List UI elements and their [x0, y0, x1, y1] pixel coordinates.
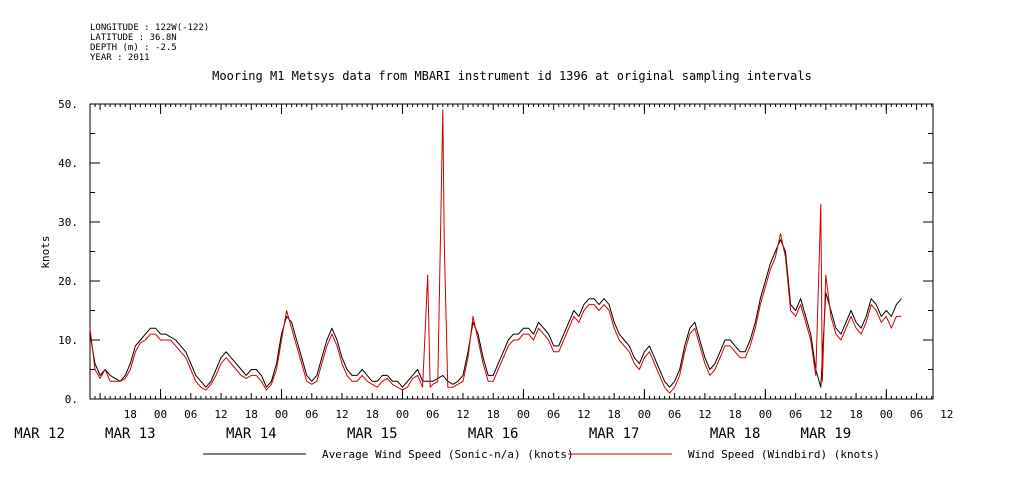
x-hour-label: 00	[275, 408, 288, 421]
x-hour-label: 18	[366, 408, 379, 421]
x-hour-label: 18	[245, 408, 258, 421]
header-metadata: LONGITUDE : 122W(-122) LATITUDE : 36.8N …	[90, 23, 209, 63]
x-hour-label: 12	[819, 408, 832, 421]
meta-latitude: LATITUDE : 36.8N	[90, 33, 177, 43]
x-hour-label: 00	[759, 408, 772, 421]
x-hour-label: 00	[638, 408, 651, 421]
y-tick-label: 50.	[58, 98, 78, 111]
x-hour-label: 00	[396, 408, 409, 421]
y-tick-label: 30.	[58, 216, 78, 229]
x-hour-label: 00	[880, 408, 893, 421]
x-hour-label: 18	[124, 408, 137, 421]
x-hour-label: 18	[608, 408, 621, 421]
series-line-windbird-wind-speed	[89, 109, 902, 394]
x-hour-label: 18	[487, 408, 500, 421]
x-hour-label: 12	[335, 408, 348, 421]
x-date-label: MAR 15	[347, 426, 398, 442]
x-date-label: MAR 19	[801, 426, 852, 442]
legend-label-windbird: Wind Speed (Windbird) (knots)	[688, 448, 880, 461]
x-hour-label: 12	[698, 408, 711, 421]
legend-label-average: Average Wind Speed (Sonic-n/a) (knots)	[322, 448, 574, 461]
x-date-label: MAR 12	[14, 426, 65, 442]
x-hour-label: 18	[849, 408, 862, 421]
x-hour-label: 06	[305, 408, 318, 421]
x-hour-label: 06	[668, 408, 681, 421]
x-date-label: MAR 18	[710, 426, 761, 442]
y-axis-label: knots	[39, 235, 52, 268]
series-line-average-wind-speed	[89, 239, 902, 388]
x-hour-label: 06	[184, 408, 197, 421]
x-date-label: MAR 13	[105, 426, 156, 442]
y-tick-label: 10.	[58, 334, 78, 347]
y-tick-label: 0.	[65, 393, 78, 406]
chart-title: Mooring M1 Metsys data from MBARI instru…	[212, 69, 812, 83]
x-hour-label: 12	[577, 408, 590, 421]
y-axis-ticks: 0. 10. 20. 30. 40. 50.	[58, 98, 933, 406]
x-date-label: MAR 17	[589, 426, 640, 442]
x-hour-label: 00	[154, 408, 167, 421]
meta-longitude: LONGITUDE : 122W(-122)	[90, 23, 209, 33]
legend: Average Wind Speed (Sonic-n/a) (knots) W…	[203, 448, 880, 461]
meta-depth: DEPTH (m) : -2.5	[90, 43, 177, 53]
x-hour-label: 12	[940, 408, 953, 421]
x-hour-label: 12	[456, 408, 469, 421]
x-hour-label: 06	[547, 408, 560, 421]
series-layer	[89, 109, 902, 394]
x-hour-label: 06	[910, 408, 923, 421]
x-date-label: MAR 16	[468, 426, 519, 442]
plot-frame	[89, 103, 934, 400]
x-hour-label: 06	[426, 408, 439, 421]
x-hour-label: 12	[214, 408, 227, 421]
x-hour-label: 18	[728, 408, 741, 421]
x-hour-label: 06	[789, 408, 802, 421]
y-tick-label: 40.	[58, 157, 78, 170]
y-tick-label: 20.	[58, 275, 78, 288]
meta-year: YEAR : 2011	[90, 53, 150, 63]
x-hour-label: 00	[517, 408, 530, 421]
x-date-label: MAR 14	[226, 426, 277, 442]
x-axis-ticks: 18 00 06 12 18 00 06 12 18 00 06 12 18 00 06 12 18 00 06 12…	[14, 104, 953, 442]
